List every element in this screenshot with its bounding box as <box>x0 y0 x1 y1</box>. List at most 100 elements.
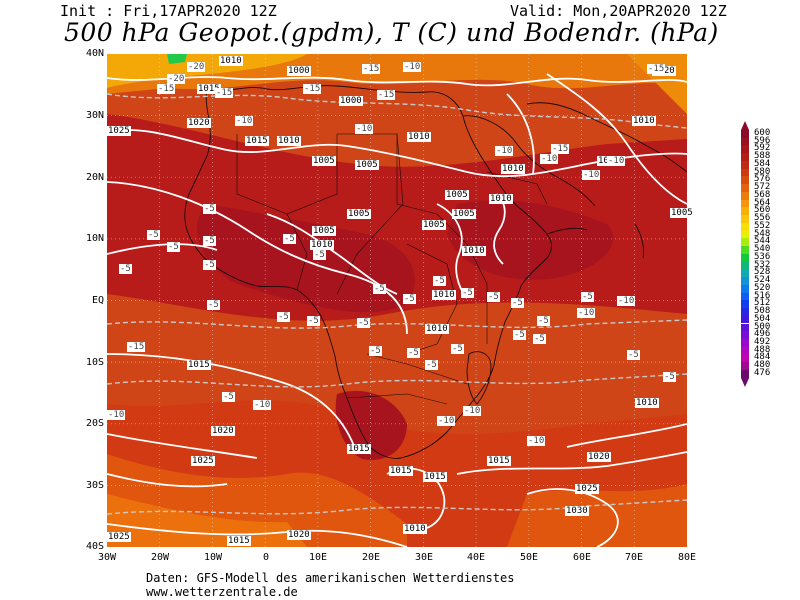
temperature-label: -20 <box>167 74 186 84</box>
legend-swatch <box>741 308 749 316</box>
legend-swatch <box>741 191 749 200</box>
lon-label-60e: 60E <box>572 552 592 563</box>
temperature-label: -5 <box>487 292 500 302</box>
temperature-label: -10 <box>617 296 636 306</box>
isobar-label: 1010 <box>635 398 659 408</box>
isobar-label: 1005 <box>312 156 336 166</box>
temperature-label: -5 <box>403 294 416 304</box>
valid-time: Valid: Mon,20APR2020 12Z <box>510 2 727 20</box>
legend-value: 572 <box>754 182 771 193</box>
legend-value: 524 <box>754 275 771 286</box>
temperature-label: -15 <box>647 64 666 74</box>
legend-value: 488 <box>754 344 771 355</box>
isobar-label: 1005 <box>445 190 469 200</box>
legend-swatch <box>741 323 749 332</box>
map-panel: 1010 1000 1015 1020 1000 1010 1015 1010 1020 1025… <box>107 54 694 547</box>
legend-value: 544 <box>754 236 771 247</box>
isobar-label: 1015 <box>187 360 211 370</box>
temperature-label: -5 <box>537 316 550 326</box>
legend-value: 496 <box>754 329 771 340</box>
temperature-label: -10 <box>463 406 482 416</box>
temperature-label: -5 <box>425 360 438 370</box>
temperature-label: -5 <box>222 392 235 402</box>
isobar-label: 1005 <box>347 209 371 219</box>
isobar-label: 1010 <box>407 132 431 142</box>
legend-swatch <box>741 168 749 177</box>
legend-value: 596 <box>754 135 771 146</box>
legend-value: 548 <box>754 228 771 239</box>
temperature-label: -15 <box>362 64 381 74</box>
temperature-label: -10 <box>355 124 374 134</box>
footer-website: www.wetterzentrale.de <box>146 585 298 599</box>
legend-swatch <box>741 130 749 138</box>
legend-swatch <box>741 354 749 363</box>
legend-value: 540 <box>754 244 771 255</box>
temperature-label: -5 <box>203 260 216 270</box>
legend-swatch <box>741 284 749 293</box>
init-time: Init : Fri,17APR2020 12Z <box>60 2 277 20</box>
legend-swatch <box>741 362 749 370</box>
legend-swatch <box>741 160 749 169</box>
temperature-label: -5 <box>277 312 290 322</box>
lat-label-30n: 30N <box>85 110 104 121</box>
legend-swatch <box>741 238 749 247</box>
temperature-label: -15 <box>551 144 570 154</box>
isobar-label: 1005 <box>312 226 336 236</box>
isobar-label: 1025 <box>191 456 215 466</box>
legend-value: 480 <box>754 360 771 371</box>
temperature-label: -5 <box>203 204 216 214</box>
legend-swatch <box>741 215 749 223</box>
isobar-label: 1015 <box>227 536 251 546</box>
temperature-label: -10 <box>577 308 596 318</box>
isotherm-lines <box>107 93 687 515</box>
temperature-label: -10 <box>403 62 422 72</box>
legend-swatch <box>741 292 749 301</box>
legend-swatch <box>741 315 749 324</box>
legend-swatch <box>741 207 749 216</box>
legend-value: 484 <box>754 352 771 363</box>
legend-value: 600 <box>754 128 771 138</box>
isobar-label: 1010 <box>403 524 427 534</box>
legend-value: 508 <box>754 306 771 317</box>
legend-swatch <box>741 230 749 239</box>
temperature-label: -10 <box>607 156 626 166</box>
legend-value: 476 <box>754 367 771 378</box>
legend-swatch <box>741 261 749 270</box>
lon-label-10w: 10W <box>203 552 223 563</box>
isobar-label: 1015 <box>487 456 511 466</box>
legend-bottom-arrow <box>741 377 749 387</box>
legend-value: 516 <box>754 290 771 301</box>
lon-label-20e: 20E <box>361 552 381 563</box>
temperature-label: -5 <box>627 350 640 360</box>
isobar-label: 1010 <box>219 56 243 66</box>
temperature-label: -5 <box>511 298 524 308</box>
temperature-label: -5 <box>451 344 464 354</box>
legend-value: 504 <box>754 313 771 324</box>
legend-value: 532 <box>754 259 771 270</box>
isobar-label: 1020 <box>187 118 211 128</box>
legend-swatch <box>741 331 749 339</box>
legend-value: 556 <box>754 213 771 224</box>
temperature-label: -15 <box>157 84 176 94</box>
temperature-label: -5 <box>313 250 326 260</box>
legend-value: 576 <box>754 174 771 185</box>
temperature-label: -20 <box>187 62 206 72</box>
temperature-label: -5 <box>167 242 180 252</box>
map-title: 500 hPa Geopot.(gpdm), T (C) und Bodendr… <box>64 18 719 47</box>
lon-label-0: 0 <box>262 552 270 563</box>
temperature-label: -5 <box>207 300 220 310</box>
temperature-label: -5 <box>203 236 216 246</box>
legend-swatch <box>741 346 749 355</box>
isobar-label: 1010 <box>632 116 656 126</box>
legend-swatch <box>741 153 749 161</box>
isobar-lines <box>107 73 687 547</box>
legend-value: 492 <box>754 336 771 347</box>
lat-label-40n: 40N <box>85 48 104 59</box>
isobar-label: 1010 <box>489 194 513 204</box>
isobar-label: 1015 <box>347 444 371 454</box>
lon-label-10e: 10E <box>308 552 328 563</box>
isobar-label: 1030 <box>565 506 589 516</box>
legend-value: 512 <box>754 298 771 309</box>
temperature-label: -10 <box>495 146 514 156</box>
temperature-label: -5 <box>307 316 320 326</box>
